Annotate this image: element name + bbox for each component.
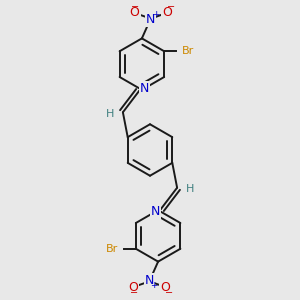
Text: +: + (152, 10, 159, 19)
Text: −: − (130, 288, 138, 298)
Text: +: + (150, 281, 158, 290)
Text: O: O (130, 6, 140, 20)
Text: H: H (186, 184, 194, 194)
Text: Br: Br (182, 46, 194, 56)
Text: −: − (167, 2, 175, 12)
Text: O: O (160, 280, 170, 294)
Text: N: N (151, 205, 160, 218)
Text: N: N (145, 274, 154, 287)
Text: −: − (131, 2, 140, 12)
Text: −: − (165, 288, 173, 298)
Text: O: O (128, 280, 138, 294)
Text: O: O (162, 6, 172, 20)
Text: N: N (146, 13, 155, 26)
Text: N: N (140, 82, 149, 95)
Text: H: H (106, 109, 114, 119)
Text: Br: Br (106, 244, 118, 254)
